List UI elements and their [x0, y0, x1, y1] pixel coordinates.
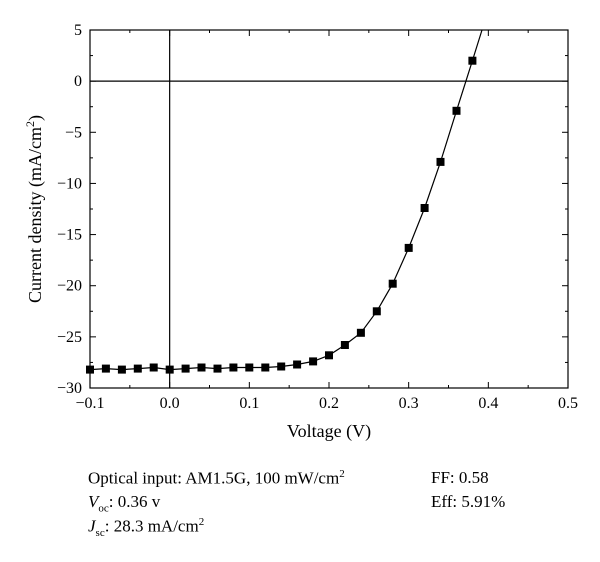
- optical-input-text: Optical input: AM1.5G, 100 mW/cm2: [88, 468, 345, 489]
- data-point: [165, 365, 174, 374]
- x-tick-label: 0.0: [160, 395, 180, 412]
- data-point: [340, 341, 349, 349]
- x-tick-label: 0.1: [239, 395, 259, 412]
- zero-lines: [90, 30, 568, 388]
- data-point: [86, 365, 94, 374]
- voc-subscript: oc: [98, 502, 109, 515]
- x-axis-label: Voltage (V): [287, 421, 371, 442]
- y-axis-label-main: Current density (mA/cm: [25, 127, 46, 303]
- voc-symbol: V: [88, 492, 99, 511]
- data-point: [101, 364, 110, 373]
- jsc-subscript: sc: [95, 527, 105, 540]
- data-point: [436, 157, 445, 166]
- data-point: [229, 363, 238, 372]
- y-tick-label: −20: [57, 278, 82, 295]
- jsc-symbol: J: [88, 516, 96, 536]
- data-point: [245, 363, 254, 372]
- data-point: [293, 360, 302, 369]
- data-point: [181, 364, 190, 373]
- y-axis-label: Current density (mA/cm2): [23, 115, 46, 303]
- data-point: [213, 364, 222, 373]
- y-tick-label: −5: [65, 124, 82, 141]
- data-point: [149, 363, 158, 372]
- x-tick-label: 0.2: [319, 395, 339, 412]
- data-point: [452, 106, 461, 115]
- axis-ticks: [89, 29, 569, 389]
- data-point: [468, 56, 477, 65]
- y-tick-label: −25: [57, 329, 82, 346]
- data-point: [388, 279, 397, 288]
- data-point: [309, 357, 318, 366]
- eff-text: Eff: 5.91%: [431, 492, 506, 511]
- data-point: [133, 364, 142, 373]
- data-markers: [86, 56, 477, 374]
- y-tick-label: −30: [57, 380, 82, 397]
- voc-text: Voc: 0.36 v: [88, 492, 160, 514]
- x-tick-label: 0.3: [399, 395, 419, 412]
- x-tick-label: −0.1: [75, 395, 104, 412]
- optical-input-sup: 2: [339, 468, 345, 480]
- y-tick-label: 5: [74, 22, 82, 39]
- plot-frame: [89, 29, 569, 389]
- data-point: [372, 307, 381, 316]
- jsc-value: : 28.3 mA/cm: [104, 516, 199, 536]
- x-tick-label: 0.4: [478, 395, 498, 412]
- voc-value: : 0.36 v: [108, 492, 161, 511]
- tick-labels: −0.1 0.0 0.1 0.2 0.3 0.4 0.5 5 0 −5 −10 −15 −20 −25 −3…: [57, 22, 578, 412]
- data-point: [261, 363, 270, 372]
- x-tick-label: 0.5: [558, 395, 578, 412]
- jsc-text: Jsc: 28.3 mA/cm2: [88, 516, 204, 539]
- jv-chart: −0.1 0.0 0.1 0.2 0.3 0.4 0.5 5 0 −5 −10 −15 −20 −25 −3…: [23, 22, 578, 442]
- y-tick-label: −10: [57, 175, 82, 192]
- y-tick-label: 0: [74, 73, 82, 90]
- data-point: [325, 351, 333, 360]
- data-point: [420, 204, 429, 212]
- data-point: [117, 365, 126, 374]
- data-point: [197, 363, 206, 372]
- y-axis-label-sup: 2: [23, 121, 37, 127]
- jsc-sup: 2: [198, 516, 205, 528]
- optical-input-label: Optical input: AM1.5G, 100 mW/cm: [88, 468, 340, 488]
- data-point: [356, 328, 365, 337]
- ff-text: FF: 0.58: [431, 468, 489, 487]
- data-point: [277, 362, 286, 371]
- y-axis-label-close: ): [25, 115, 46, 121]
- data-point: [404, 243, 413, 252]
- y-tick-label: −15: [57, 227, 82, 244]
